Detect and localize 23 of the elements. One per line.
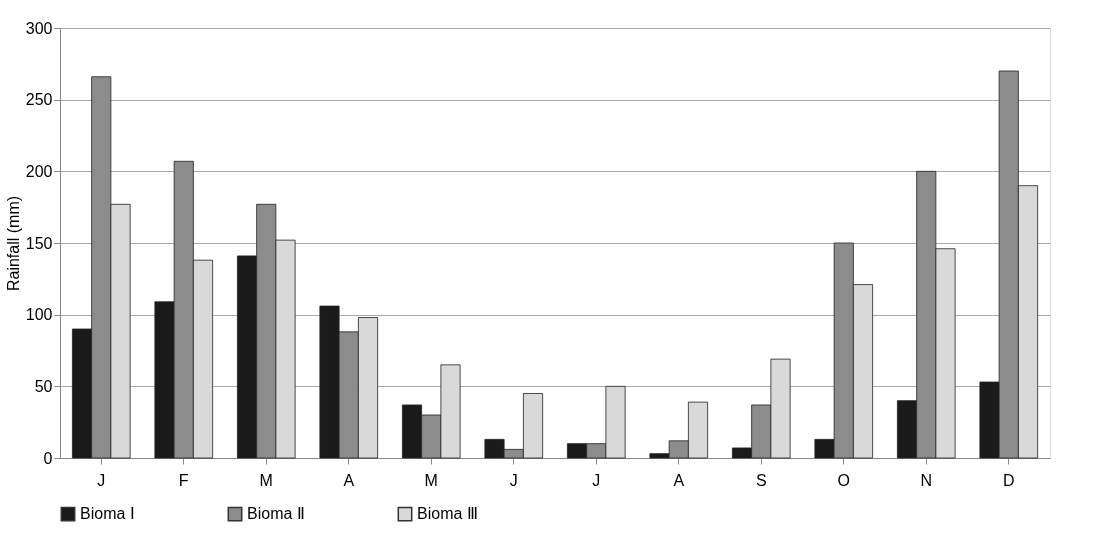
y-tick-label: 150: [25, 234, 53, 252]
x-tick-label: J: [97, 471, 106, 489]
x-tick-label: O: [837, 471, 850, 489]
x-tick-label: J: [592, 471, 601, 489]
y-tick-label: 300: [25, 19, 53, 37]
legend-label: Bioma Ⅰ: [80, 505, 135, 523]
legend-label: Bioma Ⅲ: [417, 505, 478, 523]
y-tick-label: 50: [34, 377, 53, 395]
x-tick-label: M: [259, 471, 273, 489]
y-tick-label: 200: [25, 162, 53, 180]
legend-label: Bioma Ⅱ: [247, 505, 305, 523]
x-tick-label: F: [178, 471, 189, 489]
x-tick-label: M: [424, 471, 438, 489]
x-tick-label: A: [673, 471, 685, 489]
x-tick-label: J: [509, 471, 518, 489]
y-tick-label: 100: [25, 306, 53, 324]
y-tick-label: 250: [25, 91, 53, 109]
x-tick-label: D: [1002, 471, 1015, 489]
x-tick-label: S: [755, 471, 767, 489]
y-axis-title: Rainfall (mm): [4, 195, 22, 292]
x-tick-label: A: [343, 471, 355, 489]
x-tick-label: N: [920, 471, 933, 489]
y-tick-label: 0: [43, 449, 53, 467]
